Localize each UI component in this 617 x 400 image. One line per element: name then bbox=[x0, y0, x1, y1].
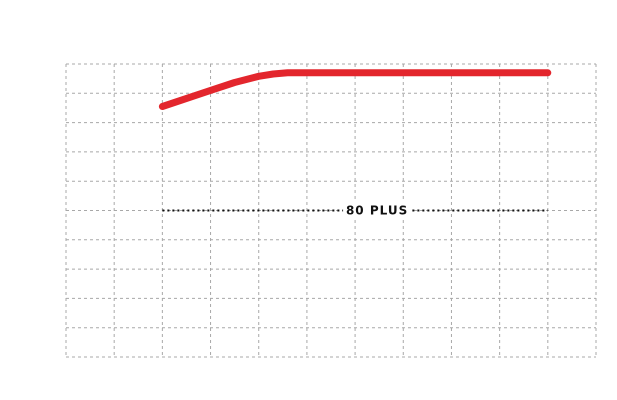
reference-lines: 80 PLUS bbox=[162, 201, 548, 220]
efficiency-curve-line bbox=[158, 69, 552, 110]
data-series bbox=[158, 69, 552, 110]
threshold-label: 80 PLUS bbox=[346, 204, 408, 218]
chart-grid bbox=[65, 63, 597, 358]
threshold-label-background bbox=[343, 201, 412, 220]
